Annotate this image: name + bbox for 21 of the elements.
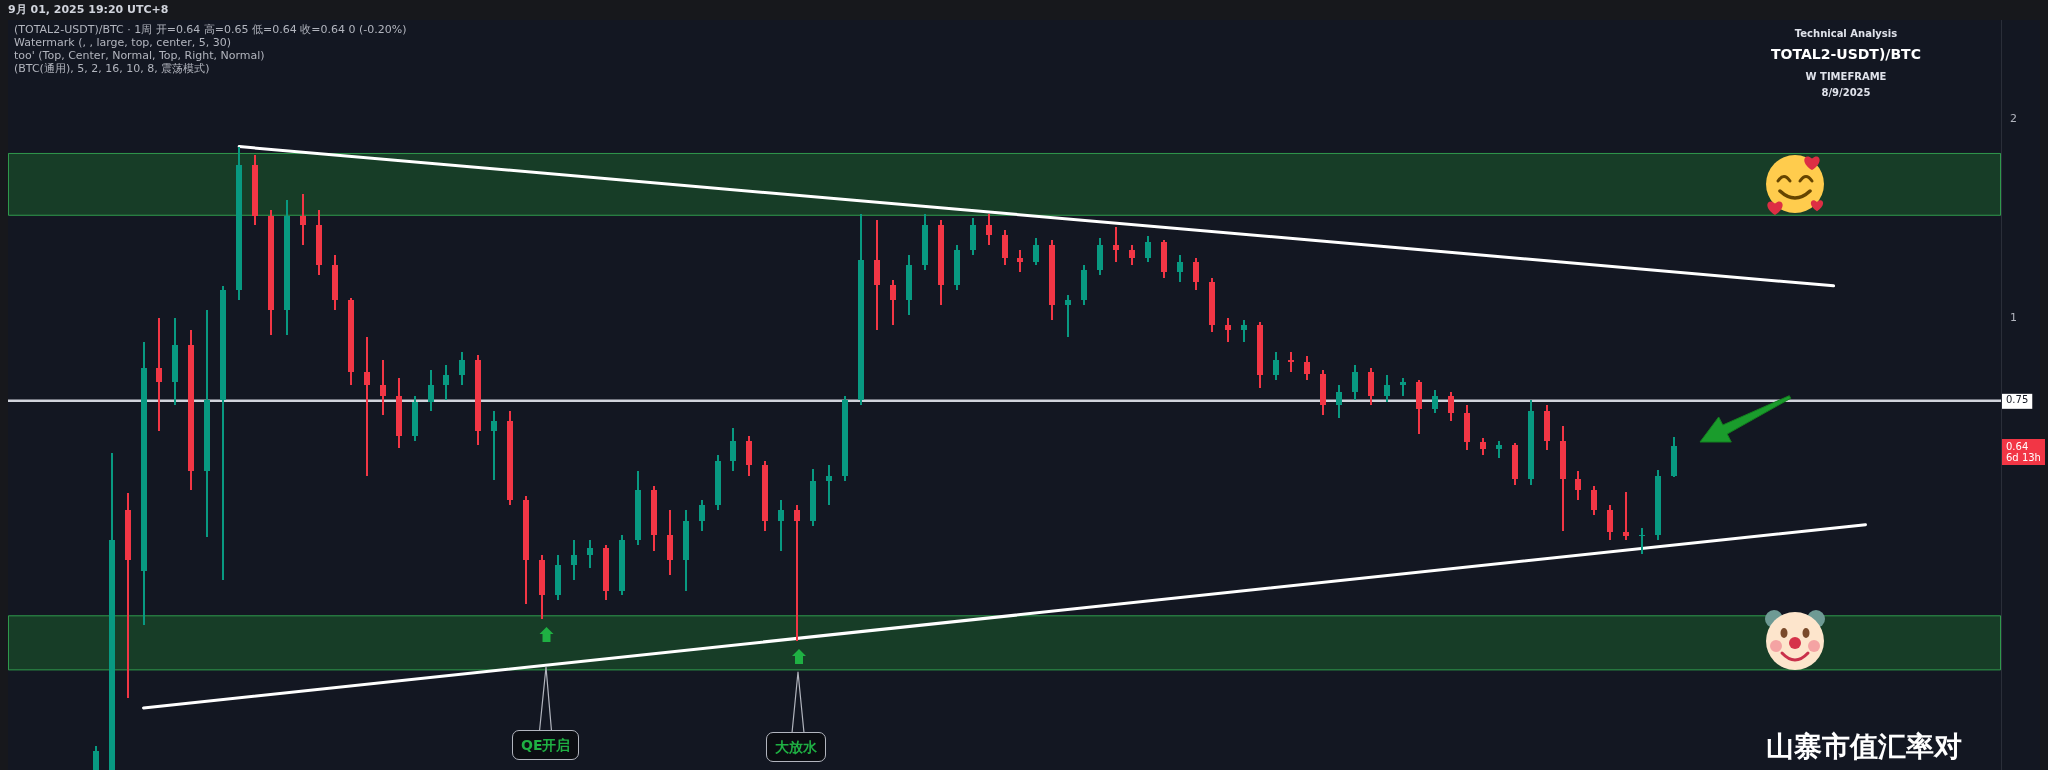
annotation: TOTAL2-USDT)/BTC bbox=[1771, 46, 1921, 63]
annotation: Technical Analysis bbox=[1794, 27, 1898, 40]
candlestick bbox=[1639, 528, 1645, 554]
annotation: 8/9/2025 bbox=[1821, 86, 1871, 99]
candlestick bbox=[364, 337, 370, 476]
annotation: (TOTAL2-USDT)/BTC · 1周 开=0.64 高=0.65 低=0.64 收=0.64 0 (-0.20%) bbox=[14, 23, 407, 37]
candlestick bbox=[1288, 352, 1294, 372]
ref-line-label: 0.75 bbox=[2006, 393, 2029, 405]
annotation: W TIMEFRAME bbox=[1805, 70, 1887, 83]
y-tick-label: 2 bbox=[2010, 112, 2017, 126]
text: 山寨市值汇率对 bbox=[1766, 730, 1962, 764]
candlestick bbox=[794, 505, 800, 641]
annotation: Watermark (, , large, top, center, 5, 30) bbox=[14, 36, 231, 50]
annotation: 大放水 bbox=[766, 732, 826, 762]
y-tick-label: 1 bbox=[2010, 311, 2017, 325]
annotation: too' (Top, Center, Normal, Top, Right, Normal) bbox=[14, 49, 265, 63]
annotation: (BTC(通用), 5, 2, 16, 10, 8, 震荡模式) bbox=[14, 62, 210, 76]
text: 9月 01, 2025 19:20 UTC+8 bbox=[8, 3, 169, 17]
text: 0.64 6d 13h bbox=[2002, 439, 2045, 465]
candlestick bbox=[1623, 492, 1629, 540]
annotation: QE开启 bbox=[512, 730, 580, 760]
